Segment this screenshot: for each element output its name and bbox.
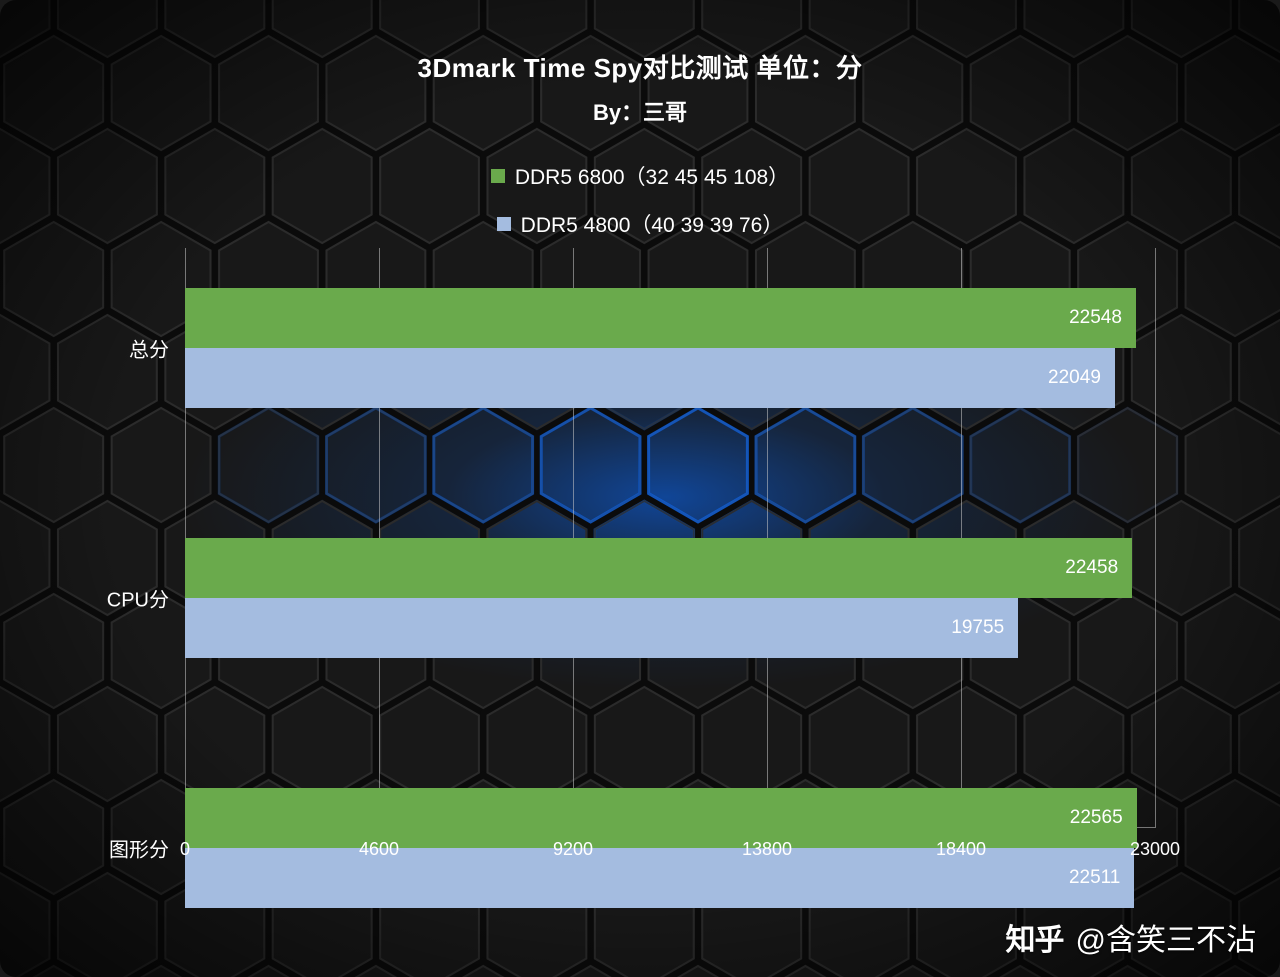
x-axis-labels: 046009200138001840023000 <box>185 830 1155 870</box>
bar-value-label: 22511 <box>1069 867 1120 889</box>
plot-area: 总分2254822049CPU分2245819755图形分2256522511 <box>185 248 1155 828</box>
x-tick-label: 23000 <box>1130 839 1180 860</box>
bar-value-label: 22049 <box>1048 367 1101 389</box>
chart-area: 总分2254822049CPU分2245819755图形分2256522511 … <box>0 248 1280 868</box>
legend: DDR5 6800（32 45 45 108） DDR5 4800（40 39 3… <box>0 161 1280 239</box>
title-block: 3Dmark Time Spy对比测试 单位：分 By：三哥 <box>0 0 1280 127</box>
bar: 22458 <box>185 538 1132 598</box>
gridline <box>1155 248 1156 828</box>
x-tick-label: 4600 <box>359 839 399 860</box>
bar-value-label: 19755 <box>951 617 1004 639</box>
category-label: 总分 <box>129 334 169 363</box>
chart-title: 3Dmark Time Spy对比测试 单位：分 <box>0 48 1280 85</box>
legend-item: DDR5 4800（40 39 39 76） <box>497 209 784 239</box>
bar-value-label: 22548 <box>1069 307 1122 329</box>
zhihu-logo: 知乎 <box>1006 915 1064 959</box>
watermark-handle: @含笑三不沾 <box>1076 915 1256 959</box>
legend-label: DDR5 4800（40 39 39 76） <box>521 209 784 239</box>
category-label: 图形分 <box>109 834 169 863</box>
legend-label: DDR5 6800（32 45 45 108） <box>515 161 789 191</box>
x-tick-label: 0 <box>180 839 190 860</box>
x-tick-label: 18400 <box>936 839 986 860</box>
x-tick-label: 9200 <box>553 839 593 860</box>
bar: 22049 <box>185 348 1115 408</box>
bar-value-label: 22458 <box>1065 557 1118 579</box>
watermark: 知乎 @含笑三不沾 <box>1006 915 1256 959</box>
legend-swatch <box>497 217 511 231</box>
bar: 22548 <box>185 288 1136 348</box>
bar-value-label: 22565 <box>1070 807 1123 829</box>
x-tick-label: 13800 <box>742 839 792 860</box>
chart-subtitle: By：三哥 <box>0 95 1280 127</box>
legend-item: DDR5 6800（32 45 45 108） <box>491 161 789 191</box>
bar: 19755 <box>185 598 1018 658</box>
legend-swatch <box>491 169 505 183</box>
category-label: CPU分 <box>107 584 169 613</box>
chart-container: 3Dmark Time Spy对比测试 单位：分 By：三哥 DDR5 6800… <box>0 0 1280 977</box>
